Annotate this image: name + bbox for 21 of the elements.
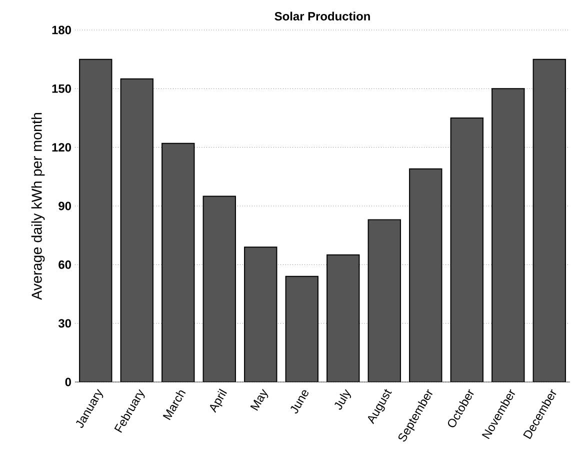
- y-tick-label: 120: [52, 143, 71, 152]
- y-tick-label: 30: [58, 319, 71, 328]
- bar: [285, 276, 318, 382]
- bar: [326, 254, 360, 382]
- y-axis-title: Average daily kWh per month: [31, 113, 45, 300]
- bar: [244, 246, 278, 382]
- bar: [409, 168, 442, 382]
- bar: [120, 78, 154, 382]
- bar: [368, 219, 401, 382]
- y-tick-label: 0: [65, 378, 71, 386]
- chart-title: Solar Production: [274, 12, 370, 20]
- bar: [162, 142, 195, 382]
- bar: [532, 58, 566, 382]
- y-tick-label: 90: [58, 202, 71, 210]
- y-tick-label: 180: [52, 26, 71, 34]
- y-tick-label: 60: [58, 260, 71, 269]
- bar: [450, 118, 484, 382]
- y-tick-label: 150: [52, 84, 71, 93]
- bar: [492, 88, 525, 382]
- bar: [79, 58, 112, 382]
- bar: [202, 196, 236, 382]
